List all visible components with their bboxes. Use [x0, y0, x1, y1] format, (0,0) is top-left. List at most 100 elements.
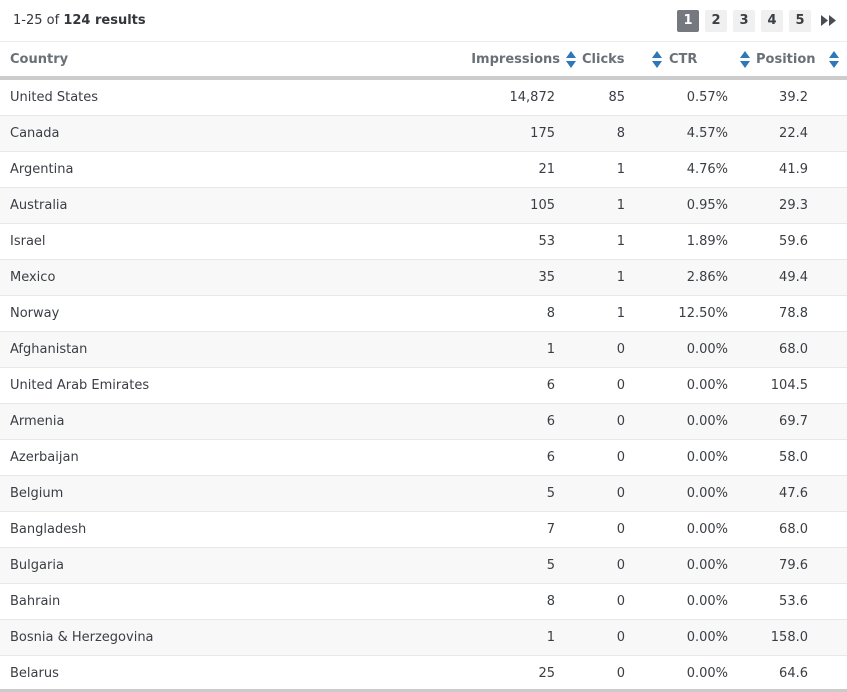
country-cell: Armenia — [10, 414, 65, 429]
impressions-cell: 1 — [546, 630, 555, 645]
country-cell: Canada — [10, 126, 60, 141]
position-cell: 69.7 — [779, 414, 808, 429]
impressions-cell: 8 — [546, 306, 555, 321]
clicks-cell: 1 — [616, 234, 625, 249]
clicks-cell: 0 — [616, 378, 625, 393]
position-cell: 68.0 — [779, 342, 808, 357]
skip-forward-icon — [821, 15, 836, 26]
ctr-cell: 0.57% — [686, 90, 728, 105]
table-row[interactable]: Armenia 6 0 0.00% 69.7 — [0, 404, 847, 440]
page-button-4[interactable]: 4 — [761, 9, 783, 32]
position-cell: 39.2 — [779, 90, 808, 105]
ctr-cell: 0.00% — [686, 522, 728, 537]
clicks-cell: 0 — [616, 486, 625, 501]
ctr-cell: 0.00% — [686, 486, 728, 501]
table-row[interactable]: Bulgaria 5 0 0.00% 79.6 — [0, 548, 847, 584]
sort-arrows[interactable] — [652, 50, 662, 68]
country-cell: Afghanistan — [10, 342, 88, 357]
sort-arrows[interactable] — [829, 50, 839, 68]
table-row[interactable]: Bosnia & Herzegovina 1 0 0.00% 158.0 — [0, 620, 847, 656]
position-cell: 64.6 — [779, 666, 808, 681]
table-row[interactable]: Israel 53 1 1.89% 59.6 — [0, 224, 847, 260]
table-row[interactable]: Bangladesh 7 0 0.00% 68.0 — [0, 512, 847, 548]
clicks-cell: 1 — [616, 306, 625, 321]
table-row[interactable]: Belgium 5 0 0.00% 47.6 — [0, 476, 847, 512]
clicks-cell: 0 — [616, 594, 625, 609]
table-row[interactable]: Mexico 35 1 2.86% 49.4 — [0, 260, 847, 296]
table-row[interactable]: Australia 105 1 0.95% 29.3 — [0, 188, 847, 224]
country-cell: United States — [10, 90, 99, 105]
clicks-cell: 0 — [616, 666, 625, 681]
ctr-cell: 0.00% — [686, 666, 728, 681]
column-header-impressions[interactable]: Impressions — [430, 42, 578, 76]
impressions-cell: 53 — [538, 234, 555, 249]
impressions-cell: 5 — [546, 486, 555, 501]
ctr-cell: 1.89% — [686, 234, 728, 249]
column-label: CTR — [669, 51, 698, 67]
sort-arrows[interactable] — [740, 50, 750, 68]
ctr-cell: 12.50% — [678, 306, 728, 321]
impressions-cell: 8 — [546, 594, 555, 609]
impressions-cell: 14,872 — [509, 90, 556, 105]
sort-asc-icon[interactable] — [740, 50, 750, 58]
table-row[interactable]: Bahrain 8 0 0.00% 53.6 — [0, 584, 847, 620]
position-cell: 29.3 — [779, 198, 808, 213]
column-header-clicks[interactable]: Clicks — [578, 42, 664, 76]
table-row[interactable]: Canada 175 8 4.57% 22.4 — [0, 116, 847, 152]
country-cell: Australia — [10, 198, 68, 213]
results-count: 1-25 of 124 results — [13, 13, 146, 28]
sort-asc-icon[interactable] — [652, 50, 662, 58]
column-label: Position — [756, 51, 816, 67]
position-cell: 59.6 — [779, 234, 808, 249]
sort-arrows[interactable] — [566, 50, 576, 68]
sort-desc-icon[interactable] — [740, 60, 750, 68]
sort-desc-icon[interactable] — [829, 60, 839, 68]
clicks-cell: 1 — [616, 162, 625, 177]
ctr-cell: 0.00% — [686, 594, 728, 609]
impressions-cell: 6 — [546, 414, 555, 429]
page-button-1[interactable]: 1 — [677, 9, 699, 32]
table-row[interactable]: Norway 8 1 12.50% 78.8 — [0, 296, 847, 332]
impressions-cell: 25 — [538, 666, 555, 681]
impressions-cell: 21 — [538, 162, 555, 177]
sort-desc-icon[interactable] — [566, 60, 576, 68]
page-button-3[interactable]: 3 — [733, 9, 755, 32]
country-cell: United Arab Emirates — [10, 378, 150, 393]
position-cell: 79.6 — [779, 558, 808, 573]
position-cell: 158.0 — [770, 630, 808, 645]
ctr-cell: 0.00% — [686, 630, 728, 645]
table-row[interactable]: United States 14,872 85 0.57% 39.2 — [0, 80, 847, 116]
country-cell: Bahrain — [10, 594, 61, 609]
ctr-cell: 0.00% — [686, 342, 728, 357]
country-cell: Bosnia & Herzegovina — [10, 630, 154, 645]
country-cell: Argentina — [10, 162, 74, 177]
table-body: United States 14,872 8 5 0.57% 39.2 Canada 175 8… — [0, 80, 847, 692]
table-row[interactable]: Afghanistan 1 0 0.00% 68.0 — [0, 332, 847, 368]
column-header-ctr[interactable]: CTR — [664, 42, 752, 76]
clicks-cell: 8 — [616, 126, 625, 141]
sort-asc-icon[interactable] — [566, 50, 576, 58]
position-cell: 78.8 — [779, 306, 808, 321]
table-row[interactable]: United Arab Emirates 6 0 0.00% 104.5 — [0, 368, 847, 404]
sort-asc-icon[interactable] — [829, 50, 839, 58]
ctr-cell: 0.00% — [686, 414, 728, 429]
position-cell: 22.4 — [779, 126, 808, 141]
impressions-cell: 105 — [530, 198, 555, 213]
sort-desc-icon[interactable] — [652, 60, 662, 68]
next-pages-button[interactable] — [820, 14, 837, 27]
clicks-cell: 0 — [616, 522, 625, 537]
position-cell: 104.5 — [770, 378, 808, 393]
table-row[interactable]: Azerbaijan 6 0 0.00% 58.0 — [0, 440, 847, 476]
table-row[interactable]: Argentina 21 1 4.76% 41.9 — [0, 152, 847, 188]
column-header-position[interactable]: Position — [752, 42, 847, 76]
impressions-cell: 6 — [546, 450, 555, 465]
page-button-2[interactable]: 2 — [705, 9, 727, 32]
table-row[interactable]: Belarus 25 0 0.00% 64.6 — [0, 656, 847, 692]
column-label: Clicks — [582, 51, 625, 67]
country-cell: Norway — [10, 306, 60, 321]
page-button-5[interactable]: 5 — [789, 9, 811, 32]
position-cell: 49.4 — [779, 270, 808, 285]
clicks-cell: 0 — [616, 450, 625, 465]
impressions-cell: 7 — [546, 522, 555, 537]
